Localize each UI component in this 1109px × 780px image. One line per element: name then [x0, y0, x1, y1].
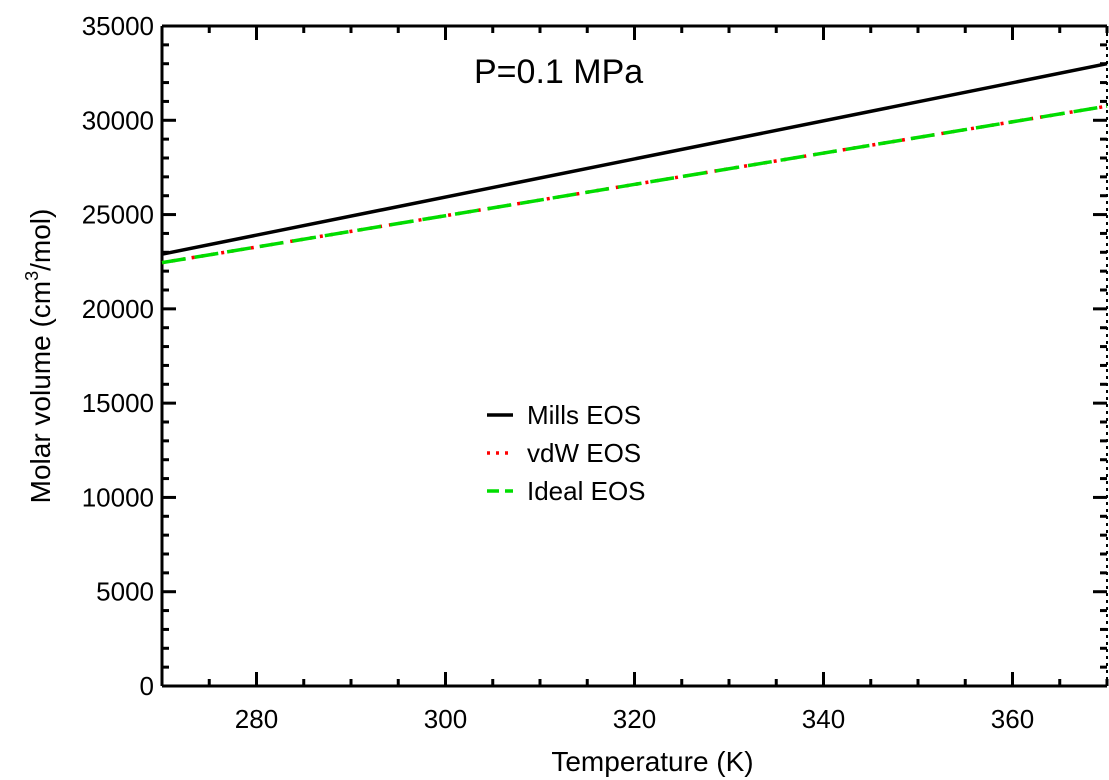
plot-frame	[160, 24, 1108, 688]
y-axis-ticks: 0 5000 10000 15000 20000 25000 30000 35000	[82, 11, 1107, 701]
y-axis-label-main: Molar volume (cm	[25, 281, 56, 503]
y-tick-label: 0	[140, 671, 154, 701]
y-tick-label: 35000	[82, 11, 154, 41]
y-tick-label: 25000	[82, 200, 154, 230]
x-tick-label: 320	[613, 704, 656, 734]
legend: Mills EOS vdW EOS Ideal EOS	[487, 400, 646, 506]
series-lines	[161, 61, 1108, 265]
y-axis-label-superscript: 3	[22, 271, 42, 281]
y-tick-label: 5000	[96, 577, 154, 607]
legend-label-ideal-eos: Ideal EOS	[527, 476, 646, 506]
y-tick-label: 20000	[82, 294, 154, 324]
y-tick-label: 15000	[82, 388, 154, 418]
series-line-ideal-eos	[161, 104, 1108, 265]
legend-label-vdw-eos: vdW EOS	[527, 438, 641, 468]
x-axis-label: Temperature (K)	[551, 746, 753, 777]
x-tick-label: 360	[991, 704, 1034, 734]
y-axis-label-tail: /mol)	[25, 209, 56, 271]
y-axis-label: Molar volume (cm3/mol)	[22, 209, 56, 504]
x-axis-ticks: 280 300 320 340 360	[160, 26, 1109, 734]
x-tick-label: 300	[424, 704, 467, 734]
series-line-mills-eos	[161, 61, 1108, 256]
y-tick-label: 30000	[82, 105, 154, 135]
pressure-annotation: P=0.1 MPa	[474, 53, 643, 91]
x-tick-label: 280	[235, 704, 278, 734]
y-tick-label: 10000	[82, 482, 154, 512]
legend-label-mills-eos: Mills EOS	[527, 400, 641, 430]
x-tick-label: 340	[802, 704, 845, 734]
